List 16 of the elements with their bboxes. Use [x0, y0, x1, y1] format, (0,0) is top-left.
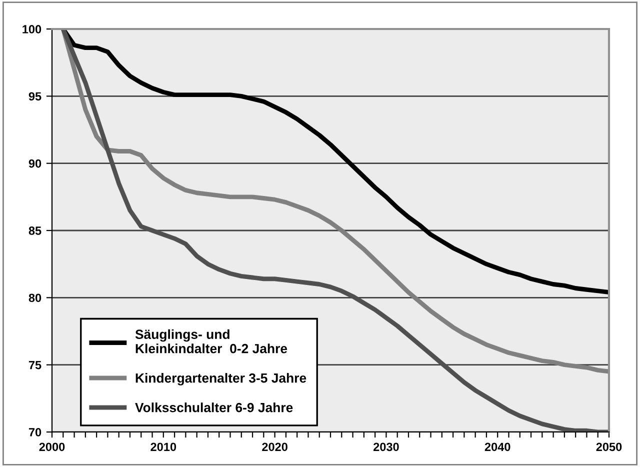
x-tick-label: 2050	[596, 442, 622, 452]
y-tick-label: 100	[22, 25, 42, 34]
x-tick-label: 2000	[39, 442, 65, 452]
y-tick-label: 95	[28, 92, 42, 101]
y-tick-label: 85	[28, 226, 42, 235]
legend-label: Kindergartenalter 3-5 Jahre	[136, 373, 306, 386]
y-tick-label: 70	[28, 428, 42, 436]
x-tick-label: 2040	[484, 442, 510, 452]
y-tick-label: 90	[28, 159, 42, 168]
x-tick-label: 2010	[150, 442, 176, 452]
y-tick-label: 80	[28, 294, 42, 302]
legend-label: Volksschulalter 6-9 Jahre	[135, 402, 293, 412]
legend-label: Säuglings- und Kleinkindalter 0-2 Jahre	[135, 329, 288, 354]
x-tick-label: 2020	[262, 442, 288, 452]
y-tick-label: 75	[28, 360, 42, 370]
x-tick-label: 2030	[373, 442, 399, 452]
